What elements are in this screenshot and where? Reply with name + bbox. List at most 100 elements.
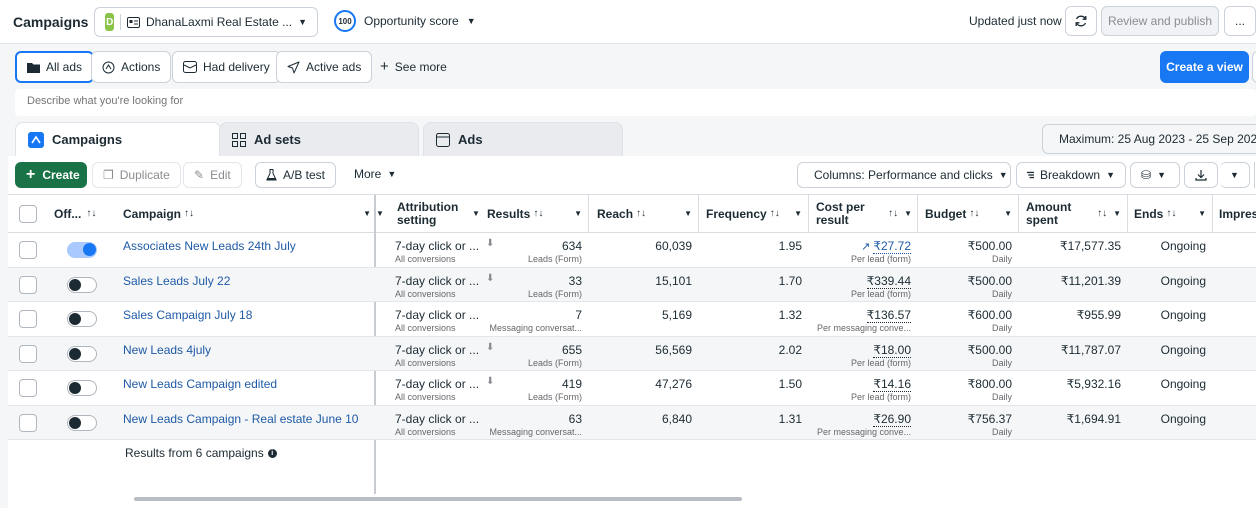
attribution-sub: All conversions [395, 392, 456, 402]
campaign-name-link[interactable]: Associates New Leads 24th July [123, 239, 296, 253]
date-range-picker[interactable]: Maximum: 25 Aug 2023 - 25 Sep 2026 [1042, 124, 1256, 154]
header-ends[interactable]: Ends ↑↓ ▼ [1134, 195, 1206, 233]
horizontal-scrollbar[interactable] [134, 497, 742, 501]
header-campaign-label: Campaign [123, 206, 182, 221]
filter-all-ads[interactable]: All ads [15, 51, 95, 83]
chevron-down-icon: ▼ [1198, 209, 1206, 218]
score-ring-icon: 100 [334, 10, 356, 32]
more-options-button[interactable]: ... [1224, 6, 1256, 36]
budget-sub: Daily [991, 323, 1012, 333]
campaign-toggle[interactable] [67, 311, 97, 327]
attribution-sub: All conversions [395, 323, 456, 333]
campaign-toggle[interactable] [67, 276, 97, 293]
download-icon [1195, 170, 1207, 181]
table-row[interactable]: New Leads Campaign edited 7-day click or… [8, 371, 1256, 406]
attribution-value: 7-day click or ... [395, 308, 480, 322]
cost-per-result-value[interactable]: ₹27.72 [873, 239, 911, 254]
filter-active-ads[interactable]: Active ads [276, 51, 373, 83]
campaign-toggle[interactable] [67, 345, 97, 362]
chevron-down-icon: ▼ [298, 17, 307, 27]
results-value: 63 [568, 411, 582, 426]
reports-button[interactable]: ⛁ ▼ [1130, 162, 1180, 188]
header-off[interactable]: Off... ↑↓ [54, 195, 97, 233]
row-checkbox[interactable] [19, 310, 37, 328]
cost-per-result-value[interactable]: ₹18.00 [873, 342, 911, 358]
tab-ad-sets[interactable]: Ad sets [219, 122, 419, 156]
duplicate-button[interactable]: ❐ Duplicate [92, 162, 181, 188]
campaign-name-link[interactable]: Sales Leads July 22 [123, 273, 231, 288]
toggle-knob [69, 313, 81, 325]
cost-per-result-value[interactable]: ₹136.57 [866, 308, 911, 323]
score-label: Opportunity score [364, 14, 459, 28]
chevron-down-icon[interactable]: ▼ [376, 209, 384, 218]
actions-icon [102, 61, 115, 73]
cost-per-result-sub: Per lead (form) [850, 392, 911, 402]
cost-per-result-value[interactable]: ₹26.90 [873, 411, 911, 427]
columns-selector[interactable]: Columns: Performance and clicks ▼ [797, 162, 1011, 188]
table-row[interactable]: New Leads Campaign - Real estate June 10… [8, 405, 1256, 440]
toolbar-divider [1254, 162, 1256, 188]
edit-button[interactable]: ✎ Edit [183, 162, 242, 188]
header-campaign[interactable]: Campaign ↑↓ ▼ [123, 195, 371, 233]
results-value: 634 [561, 239, 582, 253]
campaign-toggle[interactable] [67, 380, 97, 396]
cost-per-result-sub: Per messaging conve... [816, 426, 911, 437]
more-menu[interactable]: More ▼ [354, 167, 396, 181]
budget-value: ₹500.00 [967, 342, 1012, 357]
page-title: Campaigns [13, 14, 89, 30]
campaign-toggle[interactable] [67, 414, 97, 431]
tab-campaigns[interactable]: Campaigns [15, 122, 221, 156]
header-frequency[interactable]: Frequency ↑↓ ▼ [706, 195, 802, 233]
row-checkbox[interactable] [19, 379, 37, 397]
row-checkbox[interactable] [19, 413, 37, 432]
row-checkbox[interactable] [19, 275, 37, 294]
row-checkbox[interactable] [19, 241, 37, 259]
chevron-down-icon[interactable]: ▼ [472, 209, 480, 218]
attribution-sub: All conversions [395, 357, 456, 368]
campaign-name-link[interactable]: Sales Campaign July 18 [123, 308, 253, 322]
see-more-filters[interactable]: + See more [380, 59, 447, 74]
campaign-name-link[interactable]: New Leads 4july [123, 342, 212, 357]
breakdown-selector[interactable]: Breakdown ▼ [1016, 162, 1126, 188]
header-cost-per-result[interactable]: Cost per result ↑↓ ▼ [816, 195, 912, 233]
filter-had-delivery[interactable]: Had delivery [172, 51, 281, 83]
search-bar[interactable] [15, 89, 1256, 116]
cost-per-result-value[interactable]: ₹14.16 [873, 377, 911, 392]
export-button[interactable] [1184, 162, 1218, 188]
toggle-knob [69, 382, 81, 394]
campaign-name-link[interactable]: New Leads Campaign edited [123, 377, 278, 391]
filter-actions[interactable]: Actions [91, 51, 172, 83]
refresh-button[interactable] [1065, 6, 1097, 36]
info-icon[interactable]: i [267, 448, 277, 458]
table-row[interactable]: Sales Campaign July 18 7-day click or ..… [8, 302, 1256, 337]
pencil-icon: ✎ [194, 168, 205, 182]
opportunity-score[interactable]: 100 Opportunity score ▼ [334, 10, 476, 32]
table-row[interactable]: New Leads 4july 7-day click or ... All c… [8, 336, 1256, 371]
review-publish-button[interactable]: Review and publish [1101, 6, 1219, 36]
ab-test-button[interactable]: A/B test [255, 162, 337, 188]
create-label: Create [42, 168, 80, 182]
campaign-toggle[interactable] [67, 242, 97, 258]
sort-icon: ↑↓ [969, 208, 980, 219]
header-reach[interactable]: Reach ↑↓ ▼ [597, 195, 692, 233]
cost-per-result-value[interactable]: ₹339.44 [866, 273, 911, 289]
table-row[interactable]: Sales Leads July 22 7-day click or ... A… [8, 267, 1256, 302]
header-attribution-line2: setting [397, 212, 437, 227]
header-attribution[interactable]: Attribution setting [397, 195, 481, 233]
select-all-checkbox[interactable] [19, 205, 37, 223]
export-menu-button[interactable]: ▼ [1220, 162, 1250, 188]
header-impressions[interactable]: Impress [1219, 195, 1256, 233]
view-menu-button[interactable] [1252, 51, 1256, 83]
header-budget[interactable]: Budget ↑↓ ▼ [925, 195, 1012, 233]
attribution-value: 7-day click or ... [395, 411, 480, 426]
create-button[interactable]: + Create [15, 162, 87, 188]
account-selector[interactable]: D DhanaLaxmi Real Estate ... ▼ [94, 7, 318, 37]
table-row[interactable]: Associates New Leads 24th July 7-day cli… [8, 233, 1256, 268]
create-view-button[interactable]: Create a view [1160, 51, 1249, 83]
campaign-name-link[interactable]: New Leads Campaign - Real estate June 10 [123, 411, 359, 426]
header-results[interactable]: Results ↑↓ ▼ [487, 195, 582, 233]
row-checkbox[interactable] [19, 344, 37, 363]
tab-ads[interactable]: Ads [423, 122, 623, 156]
search-input[interactable] [27, 95, 927, 107]
header-amount-spent[interactable]: Amount spent ↑↓ ▼ [1026, 195, 1121, 233]
